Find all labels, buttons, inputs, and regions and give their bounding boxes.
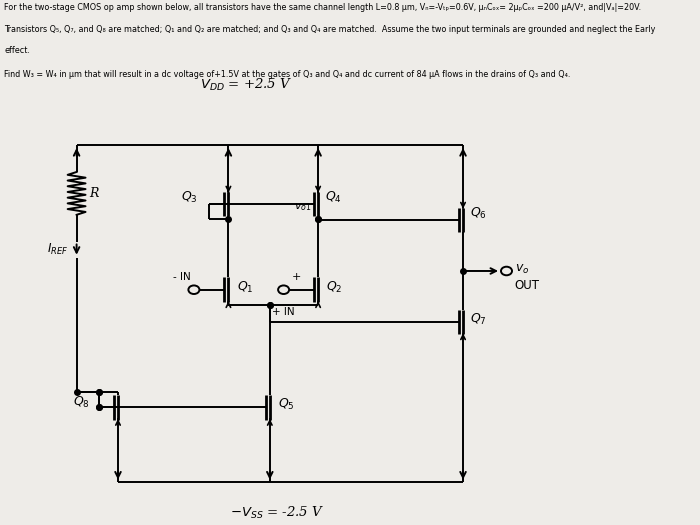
Text: R: R (89, 187, 99, 200)
Text: $V_{DD}$ = +2.5 V: $V_{DD}$ = +2.5 V (199, 77, 292, 93)
Text: $Q_1$: $Q_1$ (237, 279, 253, 295)
Text: $Q_4$: $Q_4$ (325, 190, 342, 205)
Text: +: + (291, 272, 301, 282)
Text: $Q_6$: $Q_6$ (470, 206, 486, 221)
Text: $Q_8$: $Q_8$ (73, 395, 90, 410)
Text: $Q_7$: $Q_7$ (470, 312, 486, 327)
Text: $Q_2$: $Q_2$ (326, 279, 343, 295)
Text: $v_o$: $v_o$ (514, 264, 529, 277)
Text: $I_{REF}$: $I_{REF}$ (47, 242, 69, 257)
Text: Transistors Q₅, Q₇, and Q₈ are matched; Q₁ and Q₂ are matched; and Q₃ and Q₄ are: Transistors Q₅, Q₇, and Q₈ are matched; … (4, 25, 655, 34)
Text: $Q_5$: $Q_5$ (278, 397, 295, 412)
Text: effect.: effect. (4, 46, 30, 55)
Text: Find W₃ = W₄ in μm that will result in a dc voltage of+1.5V at the gates of Q₃ a: Find W₃ = W₄ in μm that will result in a… (4, 70, 570, 79)
Text: + IN: + IN (272, 307, 295, 317)
Text: - IN: - IN (173, 272, 190, 282)
Text: $-V_{SS}$ = -2.5 V: $-V_{SS}$ = -2.5 V (230, 505, 324, 521)
Text: $v_{o1}$: $v_{o1}$ (293, 201, 312, 213)
Text: $Q_3$: $Q_3$ (181, 190, 198, 205)
Text: For the two-stage CMOS op amp shown below, all transistors have the same channel: For the two-stage CMOS op amp shown belo… (4, 3, 641, 13)
Text: OUT: OUT (514, 279, 540, 292)
